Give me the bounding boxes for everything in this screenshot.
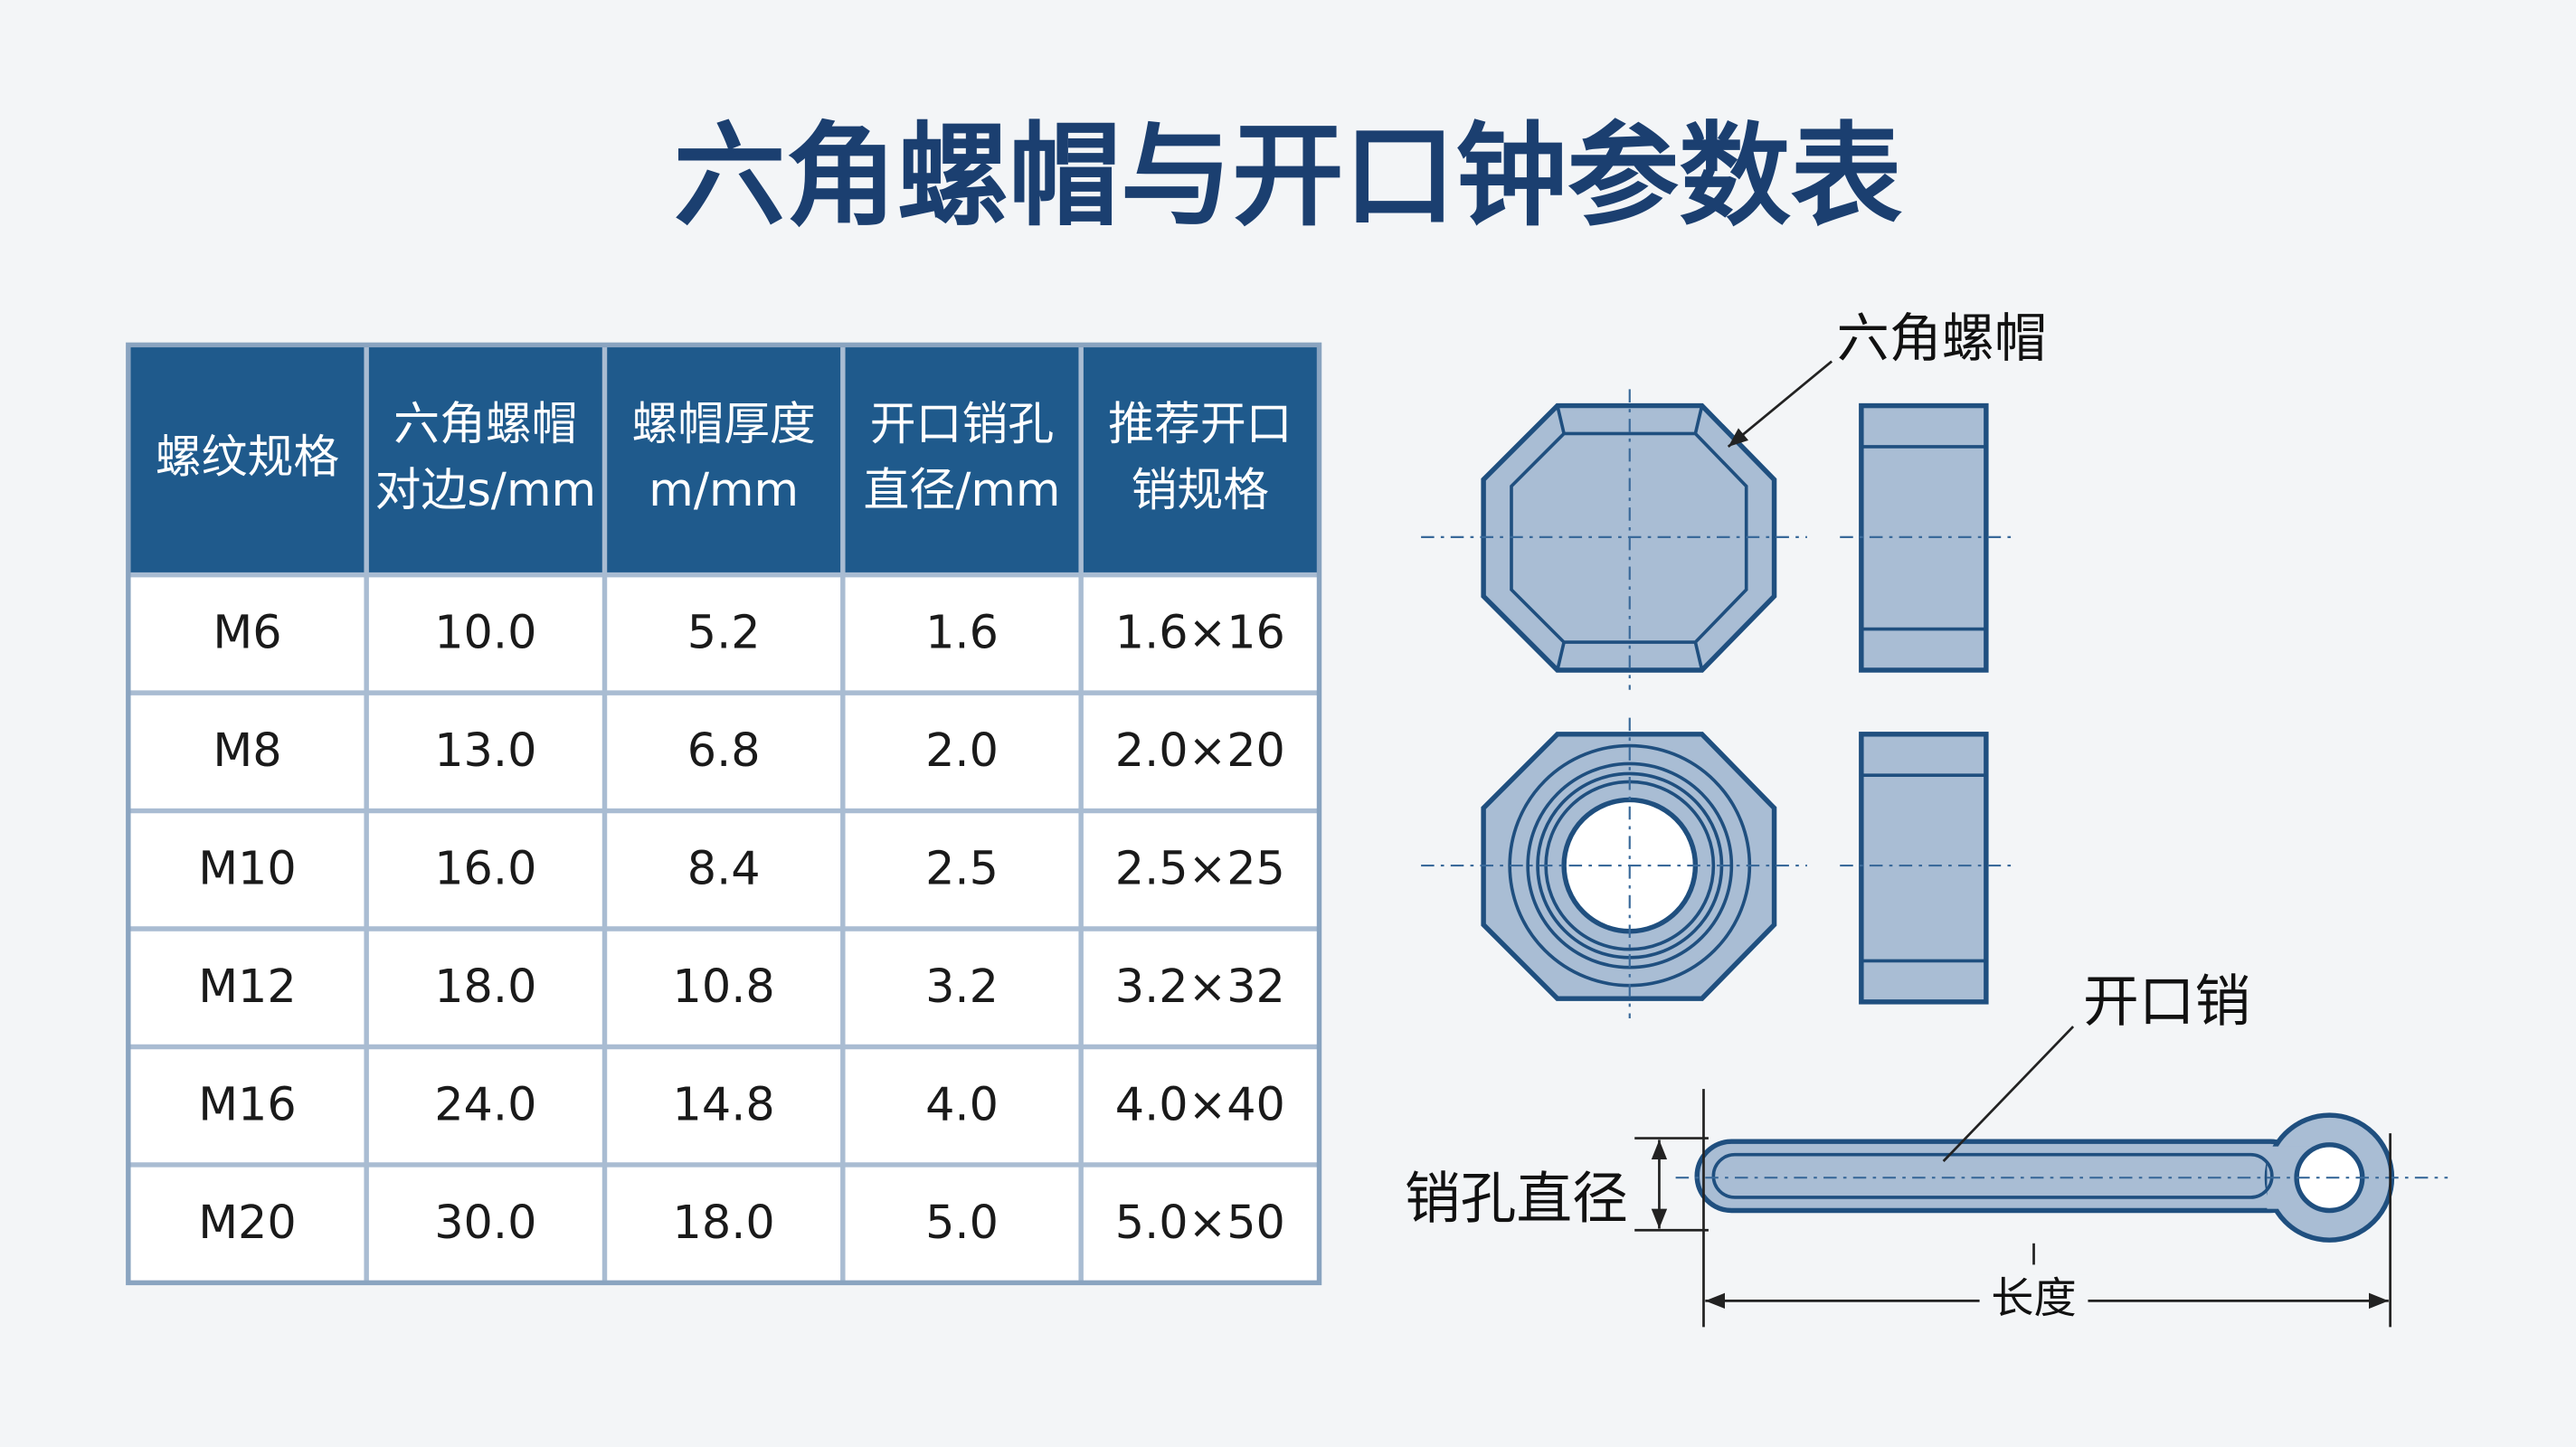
header-background: [128, 345, 1320, 575]
table-cell: 4.0×40: [1115, 1078, 1285, 1131]
table-cell: 18.0: [673, 1196, 775, 1249]
table-cell: 2.5: [925, 842, 999, 895]
table-cell: M20: [198, 1196, 297, 1249]
table-cell: 1.6: [925, 606, 999, 659]
table-cell: 8.4: [687, 842, 761, 895]
table-cell: 5.0: [925, 1196, 999, 1249]
table-cell: 16.0: [434, 842, 536, 895]
header-cell: 直径/mm: [864, 463, 1061, 516]
header-cell: 螺帽厚度: [631, 397, 815, 450]
table-cell: 1.6×16: [1115, 606, 1285, 659]
table-cell: 10.8: [673, 960, 775, 1013]
hole-label: 销孔直径: [1405, 1166, 1628, 1231]
table-cell: 30.0: [434, 1196, 536, 1249]
table-cell: 2.5×25: [1115, 842, 1285, 895]
table-cell: M8: [213, 724, 281, 777]
table-cell: 3.2: [925, 960, 999, 1013]
table-cell: 13.0: [434, 724, 536, 777]
table-cell: M16: [198, 1078, 297, 1131]
table-cell: 18.0: [434, 960, 536, 1013]
table-border: [126, 342, 1322, 1286]
table-cell: 24.0: [434, 1078, 536, 1131]
header-cell: 六角螺帽: [393, 397, 577, 450]
table-cell: M12: [198, 960, 297, 1013]
page-title: 六角螺帽与开口钟参数表: [674, 111, 1903, 241]
table-cell: M10: [198, 842, 297, 895]
pin-label: 开口销: [2083, 969, 2250, 1035]
table-cell: 6.8: [687, 724, 761, 777]
nut-label: 六角螺帽: [1837, 307, 2047, 369]
nut-diagram: 六角螺帽: [1421, 307, 2047, 1018]
header-cell: 对边s/mm: [375, 463, 596, 516]
table-cell: M6: [213, 606, 281, 659]
header-cell: 销规格: [1132, 463, 1270, 516]
table-cell: 5.2: [687, 606, 761, 659]
table-cell: 2.0: [925, 724, 999, 777]
header-cell: 螺纹规格: [156, 430, 339, 484]
length-label: 长度: [1991, 1273, 2076, 1323]
table-cell: 10.0: [434, 606, 536, 659]
table-cell: 3.2×32: [1115, 960, 1285, 1013]
header-cell: 开口销孔: [870, 397, 1054, 450]
header-cell: m/mm: [649, 463, 799, 516]
table-cell: 4.0: [925, 1078, 999, 1131]
table-cell: 2.0×20: [1115, 724, 1285, 777]
table-cell: 14.8: [673, 1078, 775, 1131]
pin-diagram: 开口销 销孔直径 长度: [1405, 969, 2448, 1328]
table-cell: 5.0×50: [1115, 1196, 1285, 1249]
header-cell: 推荐开口: [1108, 397, 1292, 450]
